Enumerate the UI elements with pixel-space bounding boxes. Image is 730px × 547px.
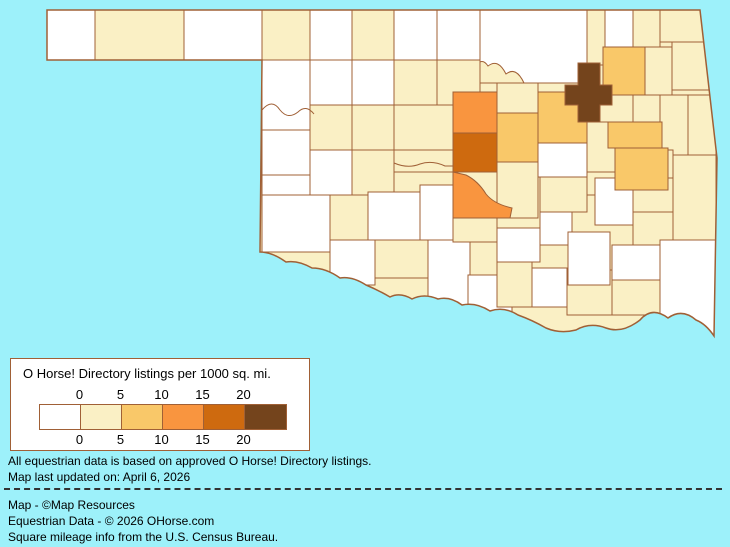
legend-swatch xyxy=(40,405,81,429)
county xyxy=(261,129,311,176)
legend-color-ramp xyxy=(39,404,287,430)
county xyxy=(537,142,588,178)
county xyxy=(611,279,661,316)
county-density-20-plus xyxy=(564,62,613,123)
county-density-15-20 xyxy=(452,132,498,173)
footnotes: All equestrian data is based on approved… xyxy=(8,453,372,485)
county xyxy=(367,191,421,241)
county xyxy=(539,176,588,213)
footnote-data-source: All equestrian data is based on approved… xyxy=(8,454,372,468)
county xyxy=(309,149,353,196)
legend-swatch xyxy=(204,405,245,429)
legend-swatch xyxy=(81,405,122,429)
county xyxy=(393,104,454,151)
legend-swatch xyxy=(245,405,286,429)
county-density-5-10 xyxy=(614,147,669,191)
dashed-divider xyxy=(4,488,722,490)
county xyxy=(436,10,481,61)
river-line xyxy=(261,103,315,116)
county xyxy=(567,231,611,286)
legend-tick-label: 10 xyxy=(154,387,169,402)
county xyxy=(687,94,717,156)
county xyxy=(496,261,533,308)
legend-tick-label: 15 xyxy=(195,387,210,402)
county xyxy=(539,211,573,246)
credit-equestrian-data: Equestrian Data - © 2026 OHorse.com xyxy=(8,514,215,528)
legend-tick-label: 20 xyxy=(236,387,251,402)
county-density-5-10 xyxy=(496,112,539,163)
county xyxy=(393,10,438,61)
county xyxy=(261,10,311,61)
county xyxy=(611,244,661,281)
county xyxy=(374,239,429,279)
footnote-last-updated: Map last updated on: April 6, 2026 xyxy=(8,470,191,484)
river-line xyxy=(393,161,453,167)
county xyxy=(351,59,395,106)
legend-tick-label: 5 xyxy=(116,387,125,402)
county xyxy=(261,59,311,131)
county xyxy=(329,194,369,241)
county xyxy=(672,154,717,241)
county xyxy=(479,10,588,84)
county xyxy=(261,194,331,253)
county xyxy=(632,10,661,48)
county xyxy=(351,104,395,151)
county xyxy=(496,227,541,263)
legend-tick-label: 0 xyxy=(75,432,84,447)
county xyxy=(604,10,634,48)
legend-title: O Horse! Directory listings per 1000 sq.… xyxy=(23,366,271,381)
county xyxy=(94,10,185,61)
county xyxy=(393,59,438,106)
county xyxy=(393,149,454,173)
county-density-10-15 xyxy=(452,91,498,134)
county xyxy=(586,10,606,66)
legend-ticks-bottom: 0 5 10 15 20 xyxy=(59,432,309,447)
legend-tick-label: 5 xyxy=(116,432,125,447)
county xyxy=(496,82,539,114)
county xyxy=(351,10,395,61)
county xyxy=(659,10,717,43)
legend-swatch xyxy=(163,405,204,429)
county xyxy=(659,94,689,156)
county xyxy=(309,59,353,106)
legend-box: O Horse! Directory listings per 1000 sq.… xyxy=(10,358,310,451)
county-density-10-15 xyxy=(452,171,513,219)
county xyxy=(531,267,568,308)
county xyxy=(183,10,263,61)
oklahoma-county-choropleth-map xyxy=(46,9,718,337)
legend-tick-label: 20 xyxy=(236,432,251,447)
county xyxy=(47,10,96,61)
county xyxy=(427,239,471,306)
legend-tick-label: 10 xyxy=(154,432,169,447)
county xyxy=(671,41,717,91)
county-density-5-10 xyxy=(607,121,663,149)
county xyxy=(309,10,353,61)
county xyxy=(351,149,395,196)
legend-swatch xyxy=(122,405,163,429)
county xyxy=(419,184,454,241)
credit-square-mileage: Square mileage info from the U.S. Census… xyxy=(8,530,279,544)
county xyxy=(309,104,353,151)
legend-ticks-top: 0 5 10 15 20 xyxy=(59,387,309,402)
county xyxy=(659,239,717,336)
credit-map: Map - ©Map Resources xyxy=(8,498,135,512)
credits: Map - ©Map Resources Equestrian Data - ©… xyxy=(8,497,278,545)
county-layer xyxy=(47,10,717,336)
legend-tick-label: 15 xyxy=(195,432,210,447)
legend-tick-label: 0 xyxy=(75,387,84,402)
county xyxy=(452,217,498,243)
